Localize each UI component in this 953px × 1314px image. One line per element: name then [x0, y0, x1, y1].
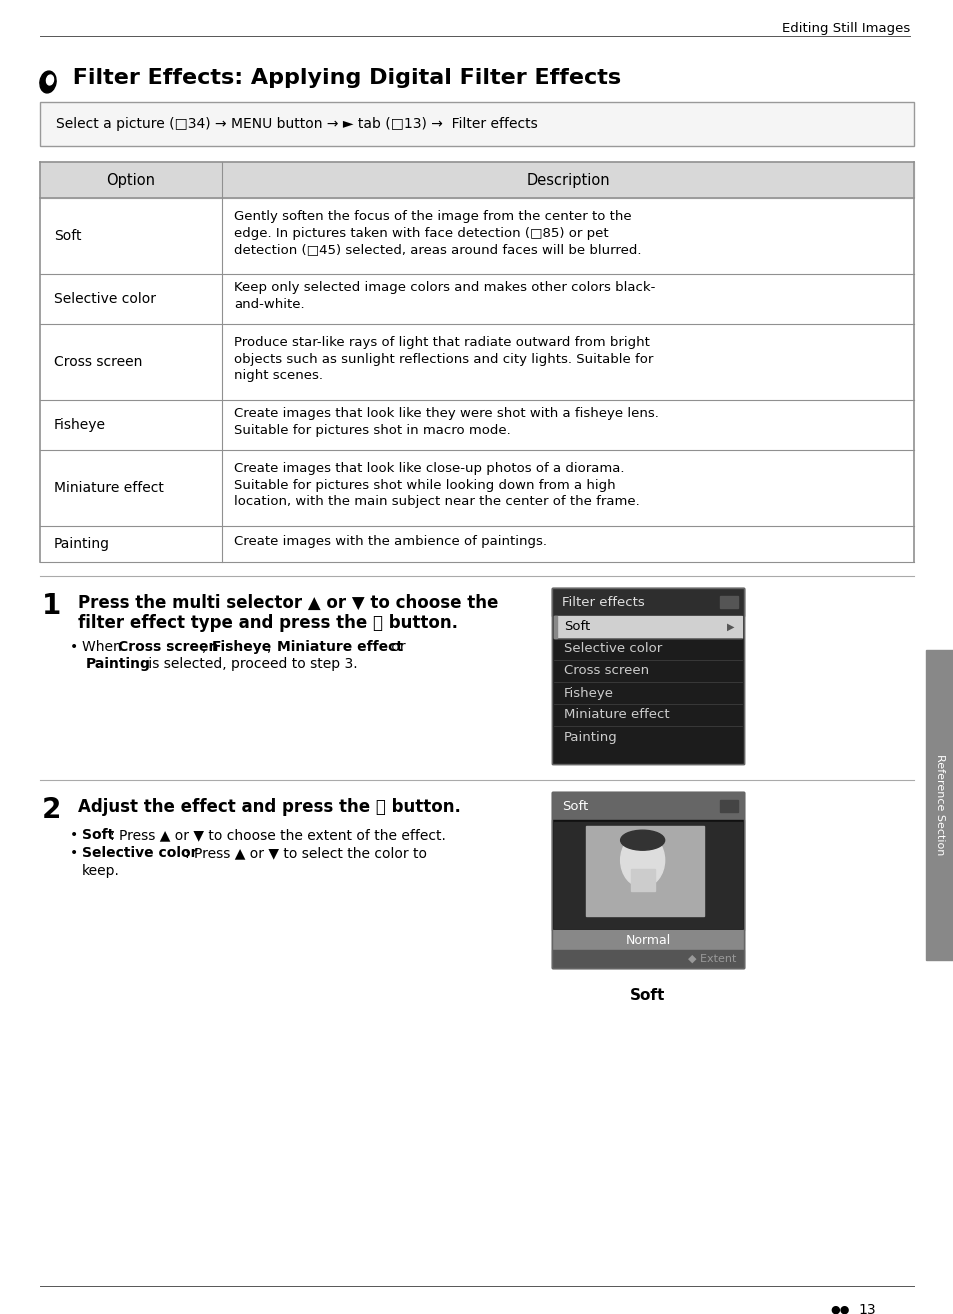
Bar: [925, 650, 953, 961]
Text: Select a picture (□34) → MENU button → ► tab (□13) →  Filter effects: Select a picture (□34) → MENU button → ►…: [56, 117, 537, 131]
Text: •: •: [70, 846, 78, 859]
Text: Miniature effect: Miniature effect: [276, 640, 402, 654]
Text: and-white.: and-white.: [233, 298, 304, 311]
Text: keep.: keep.: [82, 865, 120, 878]
Ellipse shape: [620, 830, 664, 850]
Text: •: •: [70, 828, 78, 842]
Text: Create images with the ambience of paintings.: Create images with the ambience of paint…: [233, 535, 546, 548]
Text: Miniature effect: Miniature effect: [563, 708, 669, 721]
Text: Produce star-like rays of light that radiate outward from bright: Produce star-like rays of light that rad…: [233, 336, 649, 350]
Text: Gently soften the focus of the image from the center to the: Gently soften the focus of the image fro…: [233, 210, 631, 223]
Ellipse shape: [40, 71, 56, 93]
Text: Press the multi selector ▲ or ▼ to choose the: Press the multi selector ▲ or ▼ to choos…: [78, 594, 497, 612]
Text: Description: Description: [526, 172, 609, 188]
Text: Soft: Soft: [82, 828, 114, 842]
Text: Filter effects: Filter effects: [561, 595, 644, 608]
Text: Miniature effect: Miniature effect: [54, 481, 164, 495]
Text: location, with the main subject near the center of the frame.: location, with the main subject near the…: [233, 495, 639, 509]
Bar: [554, 616, 741, 639]
Text: Soft: Soft: [54, 229, 81, 243]
Text: Suitable for pictures shot while looking down from a high: Suitable for pictures shot while looking…: [233, 478, 615, 491]
Bar: [630, 869, 654, 891]
Ellipse shape: [47, 75, 53, 85]
Text: objects such as sunlight reflections and city lights. Suitable for: objects such as sunlight reflections and…: [233, 352, 653, 365]
Text: ◆ Extent: ◆ Extent: [687, 954, 735, 964]
Ellipse shape: [620, 833, 664, 887]
Text: is selected, proceed to step 3.: is selected, proceed to step 3.: [144, 657, 357, 671]
Text: Soft: Soft: [563, 620, 590, 633]
Text: ,: ,: [202, 640, 211, 654]
Text: ,: ,: [267, 640, 275, 654]
Bar: [552, 930, 743, 950]
Bar: [554, 616, 557, 639]
Text: Suitable for pictures shot in macro mode.: Suitable for pictures shot in macro mode…: [233, 424, 510, 438]
Text: Painting: Painting: [86, 657, 151, 671]
Bar: [554, 823, 741, 928]
Text: Fisheye: Fisheye: [54, 418, 106, 432]
Bar: [552, 587, 743, 763]
Text: Create images that look like close-up photos of a diorama.: Create images that look like close-up ph…: [233, 463, 624, 476]
Text: Adjust the effect and press the ⒪ button.: Adjust the effect and press the ⒪ button…: [78, 798, 460, 816]
Text: Fisheye: Fisheye: [212, 640, 272, 654]
Text: filter effect type and press the ⒪ button.: filter effect type and press the ⒪ butto…: [78, 614, 457, 632]
Text: Keep only selected image colors and makes other colors black-: Keep only selected image colors and make…: [233, 281, 655, 294]
Bar: [552, 792, 743, 820]
Text: Normal: Normal: [625, 933, 670, 946]
Text: night scenes.: night scenes.: [233, 369, 323, 382]
Text: Selective color: Selective color: [82, 846, 197, 859]
Text: detection (□45) selected, areas around faces will be blurred.: detection (□45) selected, areas around f…: [233, 243, 640, 256]
Bar: [552, 792, 743, 968]
Text: ▶: ▶: [726, 622, 733, 632]
Text: Painting: Painting: [54, 537, 110, 551]
Text: Soft: Soft: [630, 988, 665, 1003]
Bar: [552, 950, 743, 968]
Text: Selective color: Selective color: [54, 292, 156, 306]
Bar: [585, 827, 703, 916]
Text: : Press ▲ or ▼ to choose the extent of the effect.: : Press ▲ or ▼ to choose the extent of t…: [110, 828, 445, 842]
Text: Cross screen: Cross screen: [563, 665, 648, 678]
Text: Painting: Painting: [563, 731, 618, 744]
Text: •: •: [70, 640, 78, 654]
Text: Cross screen: Cross screen: [54, 355, 142, 369]
Text: 13: 13: [857, 1303, 875, 1314]
Text: Selective color: Selective color: [563, 643, 661, 656]
Text: 2: 2: [42, 796, 61, 824]
Text: or: or: [387, 640, 405, 654]
Text: Filter Effects: Applying Digital Filter Effects: Filter Effects: Applying Digital Filter …: [65, 68, 620, 88]
Text: Create images that look like they were shot with a fisheye lens.: Create images that look like they were s…: [233, 407, 659, 420]
Bar: [40, 162, 913, 198]
Bar: [552, 587, 743, 763]
Bar: [552, 587, 743, 616]
Text: : Press ▲ or ▼ to select the color to: : Press ▲ or ▼ to select the color to: [185, 846, 427, 859]
Bar: [720, 800, 738, 812]
Text: 1: 1: [42, 593, 61, 620]
Text: Soft: Soft: [561, 799, 588, 812]
Bar: [552, 820, 743, 930]
Text: edge. In pictures taken with face detection (□85) or pet: edge. In pictures taken with face detect…: [233, 227, 608, 239]
Text: Fisheye: Fisheye: [563, 686, 614, 699]
Text: Editing Still Images: Editing Still Images: [781, 22, 909, 35]
Text: Cross screen: Cross screen: [118, 640, 218, 654]
Text: Option: Option: [107, 172, 155, 188]
Bar: [552, 792, 743, 968]
Bar: [40, 102, 913, 146]
Text: Reference Section: Reference Section: [934, 754, 944, 855]
Text: When: When: [82, 640, 126, 654]
Bar: [720, 597, 738, 608]
Text: ●●: ●●: [829, 1305, 849, 1314]
